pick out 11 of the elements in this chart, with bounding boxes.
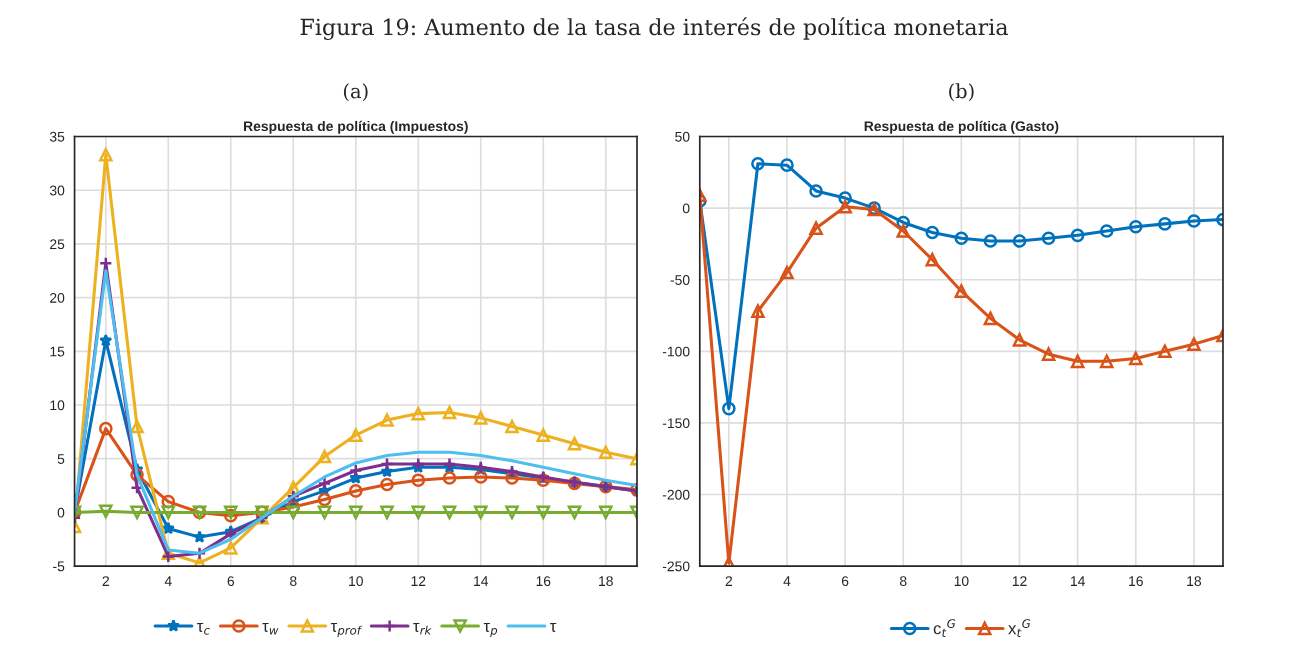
legend-label: τ xyxy=(550,623,557,632)
legend-label: c$_{t}$$^{G}$ xyxy=(933,619,956,637)
legend-label: τ$_{w}$ xyxy=(262,623,279,635)
legend-label: τ$_{c}$ xyxy=(197,623,210,635)
text: Figura 19: Aumento de la tasa de interés de política monetaria xyxy=(300,17,1008,40)
legend-label: τ$_{rk}$ xyxy=(413,623,432,635)
chart-subtitle: (b) xyxy=(949,83,974,102)
legend-label: τ$_{prof}$ xyxy=(330,623,363,637)
legend-label: x$_{t}$$^{G}$ xyxy=(1008,619,1031,637)
legend-label: τ$_{p}$ xyxy=(483,623,498,637)
chart-subtitle: (a) xyxy=(343,83,368,102)
